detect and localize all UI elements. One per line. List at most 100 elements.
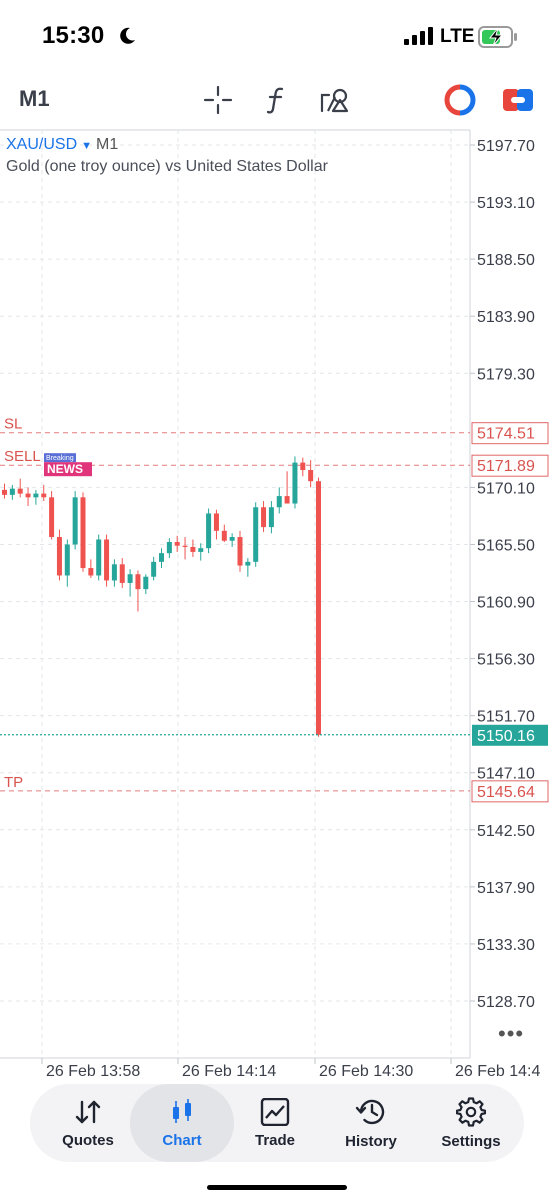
crosshair-icon: [203, 85, 233, 115]
candle-down: [213, 513, 219, 531]
candle-up: [127, 574, 133, 583]
price-tick-label: 5197.70: [477, 138, 535, 155]
candle-down: [316, 481, 321, 735]
price-tick-label: 5160.90: [477, 595, 535, 612]
candle-up: [64, 544, 70, 576]
symbol-caret-icon[interactable]: ▼: [81, 140, 93, 152]
candle-down: [182, 545, 188, 547]
time-tick-label: 26 Feb 14:4: [455, 1063, 541, 1078]
candle-down: [104, 539, 110, 581]
trade-panel-button[interactable]: [498, 80, 538, 120]
status-bar: 15:30 LTE: [0, 0, 554, 72]
function-icon: [266, 87, 284, 114]
nav-settings[interactable]: Settings: [426, 1084, 516, 1162]
shapes-icon: [320, 88, 349, 113]
candle-up: [72, 497, 78, 545]
bottom-navigation: Quotes Chart Trade History: [30, 1084, 524, 1162]
indicators-button[interactable]: [256, 80, 296, 120]
level-label-tp: TP: [4, 774, 23, 791]
news-badge-bottom: [44, 462, 92, 477]
candle-up: [276, 496, 282, 508]
candle-up: [111, 564, 117, 581]
candle-up: [268, 507, 274, 528]
price-tick-label: 5137.90: [477, 880, 535, 897]
bid-price-box: [472, 724, 548, 746]
chart-canvas[interactable]: 5197.70 5193.10 5188.50 5183.90 5179.30 5170.…: [0, 128, 554, 1078]
nav-label-chart: Chart: [162, 1131, 202, 1149]
candle-down: [135, 574, 141, 590]
candle-up: [159, 553, 164, 562]
objects-button[interactable]: [315, 80, 355, 120]
candle-down: [41, 493, 47, 498]
cellular-signal-icon: [404, 27, 433, 45]
level-price-box-sl: [471, 422, 549, 445]
nav-history[interactable]: History: [326, 1084, 416, 1162]
one-click-trading-button[interactable]: [440, 80, 480, 120]
time-tick-label: 26 Feb 13:58: [46, 1063, 140, 1078]
price-tick-label: 5183.90: [477, 309, 535, 326]
nav-quotes[interactable]: Quotes: [48, 1084, 128, 1162]
price-chart[interactable]: 5197.70 5193.10 5188.50 5183.90 5179.30 5170.…: [0, 128, 554, 1078]
price-tick-label: 5133.30: [477, 937, 535, 954]
history-clock-icon: [355, 1099, 385, 1124]
one-click-trading-icon: [444, 84, 476, 116]
candle-down: [80, 497, 86, 569]
price-tick-label: 5142.50: [477, 823, 535, 840]
nav-label-quotes: Quotes: [62, 1131, 114, 1149]
nav-trade[interactable]: Trade: [235, 1084, 315, 1162]
candle-down: [25, 493, 31, 498]
candle-down: [190, 546, 196, 552]
quotes-arrows-icon: [75, 1100, 101, 1123]
nav-label-history: History: [345, 1132, 397, 1150]
price-tick-label: 5188.50: [477, 252, 535, 269]
candle-down: [261, 507, 267, 528]
candle-down: [119, 564, 125, 583]
price-tick-label: 5128.70: [477, 994, 535, 1011]
battery-charging-icon: [478, 26, 517, 48]
symbol-selector[interactable]: XAU/USD: [6, 136, 78, 153]
price-tick-label: 5151.70: [477, 709, 535, 726]
candle-down: [17, 488, 23, 494]
candle-up: [292, 462, 298, 504]
price-tick-label: 5165.50: [477, 537, 535, 554]
more-options-button[interactable]: •••: [498, 1021, 525, 1046]
candle-down: [2, 489, 7, 495]
level-label-sell: SELL: [4, 448, 41, 465]
crosshair-button[interactable]: [198, 80, 238, 120]
buy-sell-toggle-icon: [503, 89, 533, 111]
candle-down: [49, 497, 55, 538]
candle-down: [221, 530, 227, 541]
nav-label-trade: Trade: [254, 1131, 296, 1149]
level-label-sl: SL: [4, 416, 22, 433]
price-tick-label: 5179.30: [477, 366, 535, 383]
candle-up: [245, 561, 251, 566]
bid-price-label: 5150.16: [477, 728, 535, 745]
news-badge-bottom-text: NEWS: [47, 462, 83, 476]
level-price-label-sl: 5174.51: [477, 426, 535, 443]
time-tick-label: 26 Feb 14:30: [319, 1063, 413, 1078]
timeframe-button[interactable]: M1: [19, 86, 50, 111]
candle-up: [166, 541, 172, 554]
candle-up: [206, 513, 212, 549]
nav-chart[interactable]: Chart: [130, 1084, 234, 1162]
level-price-label-tp: 5145.64: [477, 784, 535, 801]
candle-up: [33, 493, 39, 498]
symbol-header: XAU/USD ▼ M1: [6, 136, 118, 154]
status-time: 15:30: [42, 22, 105, 49]
candle-down: [237, 537, 243, 566]
level-price-box-sell: [471, 454, 549, 477]
moon-icon: [120, 27, 135, 44]
candle-down: [174, 541, 180, 546]
time-tick-label: 26 Feb 14:14: [182, 1063, 276, 1078]
candle-up: [229, 537, 235, 541]
symbol-timeframe: M1: [96, 136, 119, 153]
gear-icon: [456, 1096, 486, 1127]
symbol-description: Gold (one troy ounce) vs United States D…: [6, 158, 328, 175]
candle-up: [96, 539, 102, 576]
news-badge-top: [44, 453, 76, 463]
network-label: LTE: [440, 26, 475, 47]
candle-down: [56, 537, 62, 576]
candle-down: [88, 568, 94, 576]
candle-down: [300, 462, 306, 471]
price-tick-label: 5170.10: [477, 480, 535, 497]
